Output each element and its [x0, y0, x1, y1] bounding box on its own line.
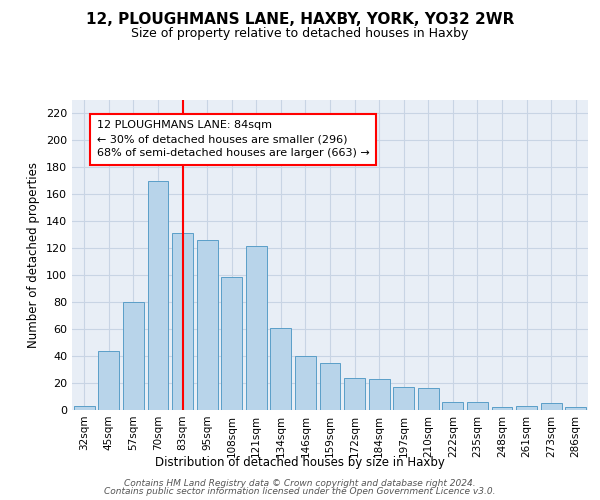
- Text: Contains public sector information licensed under the Open Government Licence v3: Contains public sector information licen…: [104, 487, 496, 496]
- Bar: [295, 356, 316, 410]
- Bar: [123, 302, 144, 410]
- Text: Distribution of detached houses by size in Haxby: Distribution of detached houses by size …: [155, 456, 445, 469]
- Bar: [98, 350, 119, 410]
- Bar: [246, 246, 267, 410]
- Bar: [368, 379, 389, 410]
- Bar: [393, 387, 414, 410]
- Text: 12 PLOUGHMANS LANE: 84sqm
← 30% of detached houses are smaller (296)
68% of semi: 12 PLOUGHMANS LANE: 84sqm ← 30% of detac…: [97, 120, 370, 158]
- Bar: [221, 276, 242, 410]
- Bar: [565, 408, 586, 410]
- Bar: [271, 328, 292, 410]
- Bar: [442, 402, 463, 410]
- Bar: [320, 363, 340, 410]
- Text: Size of property relative to detached houses in Haxby: Size of property relative to detached ho…: [131, 28, 469, 40]
- Bar: [491, 408, 512, 410]
- Bar: [516, 406, 537, 410]
- Bar: [541, 404, 562, 410]
- Bar: [197, 240, 218, 410]
- Bar: [467, 402, 488, 410]
- Y-axis label: Number of detached properties: Number of detached properties: [28, 162, 40, 348]
- Bar: [148, 181, 169, 410]
- Bar: [418, 388, 439, 410]
- Text: Contains HM Land Registry data © Crown copyright and database right 2024.: Contains HM Land Registry data © Crown c…: [124, 478, 476, 488]
- Text: 12, PLOUGHMANS LANE, HAXBY, YORK, YO32 2WR: 12, PLOUGHMANS LANE, HAXBY, YORK, YO32 2…: [86, 12, 514, 28]
- Bar: [172, 234, 193, 410]
- Bar: [344, 378, 365, 410]
- Bar: [74, 406, 95, 410]
